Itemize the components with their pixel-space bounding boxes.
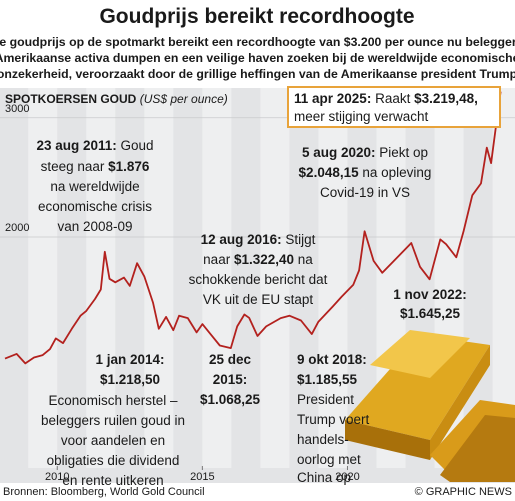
annotation-line: $1.218,50: [100, 372, 160, 387]
source: Bronnen: Bloomberg, World Gold Council: [3, 486, 205, 498]
annotation-line: schokkende bericht dat: [189, 272, 328, 287]
annotation: 1 jan 2014: $1.218,50 Economisch herstel…: [41, 352, 185, 488]
annotation-line: $1.185,55: [297, 372, 358, 387]
year-band: [492, 88, 515, 468]
subtitle: De goudprijs op de spotmarkt bereikt een…: [0, 35, 515, 49]
annotation-line: VK uit de EU stapt: [203, 292, 314, 307]
annotation-line: China op: [297, 470, 351, 485]
y-tick-label: 2000: [5, 222, 29, 234]
x-tick-label: 2020: [335, 471, 359, 483]
annotation-line: 1 jan 2014:: [95, 352, 164, 367]
annotation-line: 1 nov 2022:: [393, 287, 467, 302]
annotation-box: 11 apr 2025: Raakt $3.219,48, meer stijg…: [287, 86, 501, 128]
gold-bars: [345, 330, 515, 482]
plot: [4, 91, 502, 365]
year-band: [202, 88, 232, 468]
annotation: 12 aug 2016: Stijgt naar $1.322,40 na sc…: [189, 232, 328, 307]
annotation-line: Covid-19 in VS: [320, 185, 410, 200]
annotation-line: 23 aug 2011: Goud: [36, 138, 153, 153]
annotation-line: obligaties die dividend: [47, 453, 180, 468]
annotation-line: voor aandelen en: [61, 433, 165, 448]
annotation: 23 aug 2011: Goud steeg naar $1.876 na w…: [36, 138, 153, 234]
year-band: [86, 88, 116, 468]
y-axis-label: SPOTKOERSEN GOUD (US$ per ounce): [5, 92, 228, 106]
annotation-line: van 2008-09: [57, 219, 132, 234]
annotation-line: $1.645,25: [400, 306, 461, 321]
annotation: 25 dec 2015: $1.068,25: [200, 352, 261, 407]
annotation-line: 5 aug 2020: Piekt op: [302, 145, 428, 160]
year-band: [318, 88, 348, 468]
annotation-line: $1.068,25: [200, 392, 261, 407]
credit: © GRAPHIC NEWS: [415, 486, 512, 498]
annotation-line: 12 aug 2016: Stijgt: [201, 232, 316, 247]
annotation-line: naar $1.322,40 na: [203, 252, 313, 267]
annotation-line: 2015:: [213, 372, 248, 387]
annotation-frame: [287, 86, 501, 128]
annotation-line: oorlog met: [297, 452, 361, 467]
year-band: [28, 88, 58, 468]
chart-title: Goudprijs bereikt recordhoogte: [99, 5, 414, 28]
annotation-line: 25 dec: [209, 352, 252, 367]
year-band: [144, 88, 174, 468]
subtitle: onzekerheid, veroorzaakt door de grillig…: [0, 67, 515, 81]
price-line: [4, 91, 502, 365]
annotation-line: beleggers ruilen goud in: [41, 413, 185, 428]
x-tick-label: 2010: [45, 471, 69, 483]
annotation-line: 11 apr 2025: Raakt $3.219,48,: [294, 91, 478, 106]
x-tick-label: 2015: [190, 471, 214, 483]
annotation-line: na wereldwijde: [50, 179, 139, 194]
annotation-line: steeg naar $1.876: [41, 159, 150, 174]
year-band: [260, 88, 290, 468]
annotation-line: President: [297, 392, 354, 407]
annotation: 9 okt 2018: $1.185,55 President Trump vo…: [297, 352, 370, 485]
subtitle: Amerikaanse activa dumpen en een veilige…: [0, 51, 515, 65]
annotation-line: Trump voert: [297, 412, 370, 427]
annotation-line: meer stijging verwacht: [294, 109, 429, 124]
annotation: 5 aug 2020: Piekt op $2.048,15 na oplevi…: [299, 145, 432, 200]
annotation-line: economische crisis: [38, 199, 152, 214]
annotation-line: 9 okt 2018:: [297, 352, 367, 367]
annotation-line: en rente uitkeren: [62, 473, 163, 488]
annotation-line: Economisch herstel –: [48, 393, 178, 408]
y-tick-label: 3000: [5, 103, 29, 115]
annotation-line: $2.048,15 na opleving: [299, 165, 432, 180]
annotation: 1 nov 2022: $1.645,25: [393, 287, 467, 321]
annotation-line: handels-: [297, 432, 349, 447]
